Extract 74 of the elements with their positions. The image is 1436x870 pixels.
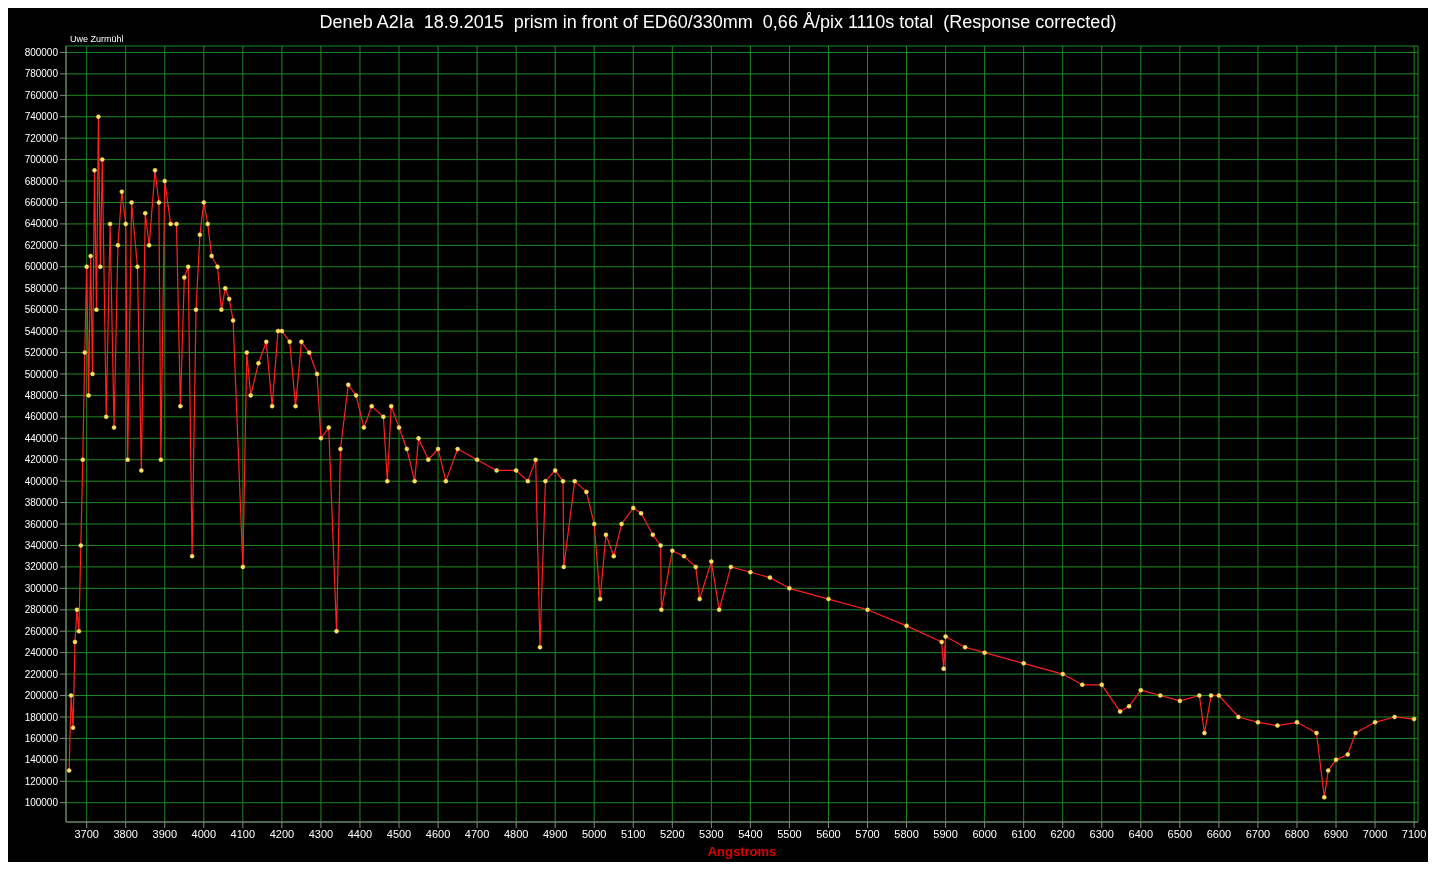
y-tick-label: 660000 — [24, 197, 59, 209]
x-tick-label: 4000 — [191, 827, 217, 840]
x-tick-label: 3700 — [74, 827, 99, 840]
x-tick-label: 4400 — [347, 827, 373, 840]
text: Uwe Zurmühl — [70, 34, 124, 44]
y-tick-label: 280000 — [24, 604, 59, 616]
x-tick-label: 7100 — [1401, 827, 1427, 840]
y-tick-label: 700000 — [24, 154, 59, 166]
y-tick-label: 540000 — [24, 325, 59, 337]
y-tick-label: 680000 — [24, 175, 59, 187]
y-tick-label: 420000 — [24, 454, 59, 466]
y-tick-label: 400000 — [24, 475, 59, 487]
y-tick-label: 560000 — [24, 304, 59, 316]
x-tick-label: 4500 — [386, 827, 412, 840]
x-tick-label: 5900 — [933, 827, 958, 840]
y-tick-label: 500000 — [24, 368, 59, 380]
y-tick-label: 200000 — [24, 690, 59, 702]
y-tick-label: 240000 — [24, 647, 59, 659]
x-tick-label: 6900 — [1323, 827, 1349, 840]
x-tick-label: 4800 — [503, 827, 529, 840]
y-tick-label: 580000 — [24, 282, 59, 294]
x-tick-label: 6400 — [1128, 827, 1154, 840]
y-tick-label: 640000 — [24, 218, 59, 230]
y-tick-label: 140000 — [24, 754, 59, 766]
x-tick-label: 4100 — [230, 827, 256, 840]
x-tick-label: 6600 — [1206, 827, 1232, 840]
x-tick-label: 6700 — [1245, 827, 1271, 840]
y-tick-label: 360000 — [24, 518, 59, 530]
x-tick-label: 4700 — [464, 827, 490, 840]
x-tick-label: 3800 — [113, 827, 138, 840]
y-tick-label: 220000 — [24, 668, 59, 680]
y-tick-label: 520000 — [24, 347, 59, 359]
x-tick-label: 7000 — [1362, 827, 1388, 840]
y-tick-label: 260000 — [24, 625, 59, 637]
y-tick-label: 320000 — [24, 561, 59, 573]
x-tick-label: 5500 — [777, 827, 802, 840]
x-tick-label: 5600 — [816, 827, 841, 840]
y-tick-label: 300000 — [24, 582, 59, 594]
y-tick-label: 180000 — [24, 711, 59, 723]
y-tick-label: 120000 — [24, 775, 59, 787]
x-tick-label: 5200 — [660, 827, 685, 840]
y-tick-label: 720000 — [24, 132, 59, 144]
x-tick-label: 5400 — [738, 827, 763, 840]
x-tick-label: 4300 — [308, 827, 334, 840]
x-tick-label: 5000 — [581, 827, 607, 840]
x-axis-title: Angstroms — [707, 844, 777, 859]
x-tick-label: 6300 — [1089, 827, 1115, 840]
x-tick-label: 5800 — [894, 827, 919, 840]
x-tick-label: 6100 — [1011, 827, 1036, 840]
x-tick-label: 5700 — [855, 827, 880, 840]
y-tick-label: 440000 — [24, 432, 59, 444]
y-tick-label: 740000 — [24, 111, 59, 123]
y-tick-label: 780000 — [24, 68, 59, 80]
x-tick-label: 6500 — [1167, 827, 1193, 840]
x-tick-label: 3900 — [152, 827, 178, 840]
x-tick-label: 4600 — [425, 827, 451, 840]
y-tick-label: 620000 — [24, 239, 59, 251]
y-tick-label: 160000 — [24, 732, 59, 744]
x-tick-label: 6200 — [1050, 827, 1075, 840]
y-tick-label: 340000 — [24, 540, 59, 552]
y-tick-label: 600000 — [24, 261, 59, 273]
x-tick-label: 6800 — [1284, 827, 1310, 840]
y-tick-label: 460000 — [24, 411, 59, 423]
x-tick-label: 4200 — [269, 827, 295, 840]
x-tick-label: 4900 — [542, 827, 568, 840]
y-tick-label: 760000 — [24, 89, 59, 101]
x-tick-label: 5100 — [621, 827, 646, 840]
x-tick-label: 5300 — [699, 827, 724, 840]
chart-title: Deneb A2Ia 18.9.2015 prism in front of ED60/330mm 0,66 Å/pix 1110s total (Response corrected) — [319, 12, 1117, 32]
y-tick-label: 100000 — [24, 797, 59, 809]
y-tick-label: 380000 — [24, 497, 59, 509]
y-tick-label: 800000 — [24, 46, 59, 58]
x-tick-label: 6000 — [972, 827, 997, 840]
y-tick-label: 480000 — [24, 389, 59, 401]
